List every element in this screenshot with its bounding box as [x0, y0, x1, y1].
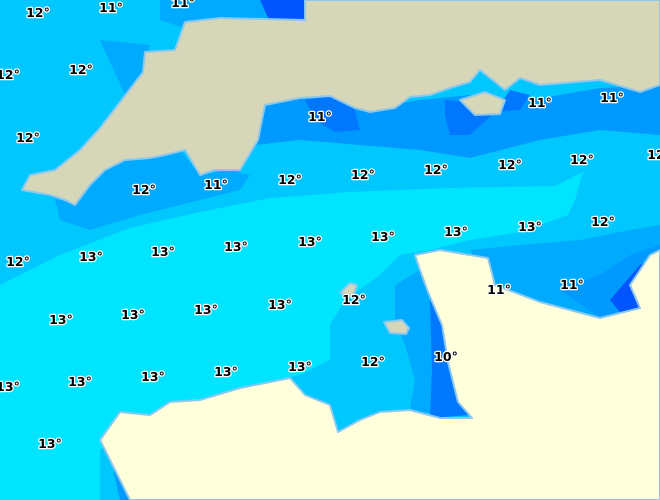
temperature-label: 12° [132, 182, 156, 197]
guernsey-island [339, 282, 358, 298]
temperature-label: 13° [268, 297, 292, 312]
temperature-label: 12° [498, 157, 522, 172]
temperature-label: 11° [600, 90, 624, 105]
temperature-label: 13° [141, 369, 165, 384]
temperature-label: 12° [69, 62, 93, 77]
temperature-label: 12° [424, 162, 448, 177]
temperature-label: 12° [26, 5, 50, 20]
temperature-label: 13° [0, 379, 20, 394]
temperature-label: 12° [591, 214, 615, 229]
isle-of-wight [459, 91, 506, 116]
temperature-label: 13° [38, 436, 62, 451]
temperature-label: 13° [121, 307, 145, 322]
temperature-label: 12° [0, 67, 20, 82]
temperature-label: 13° [298, 234, 322, 249]
land-england [21, 0, 660, 206]
temperature-label: 13° [371, 229, 395, 244]
sea-zone-cold-top [260, 0, 305, 22]
temperature-label: 11° [99, 0, 123, 15]
temperature-label: 12° [351, 167, 375, 182]
temperature-label: 12 [647, 147, 660, 162]
temperature-label: 13° [288, 359, 312, 374]
temperature-label: 11° [308, 109, 332, 124]
jersey-island [383, 319, 410, 335]
temperature-label: 13° [518, 219, 542, 234]
sea-zone-10-lyme [305, 96, 360, 132]
temperature-label: 11° [171, 0, 195, 10]
temperature-label: 13° [79, 249, 103, 264]
temperature-label: 12° [361, 354, 385, 369]
temperature-label: 12° [6, 254, 30, 269]
temperature-label: 13° [151, 244, 175, 259]
temperature-label: 11° [204, 177, 228, 192]
temperature-label: 12° [570, 152, 594, 167]
temperature-label: 13° [49, 312, 73, 327]
temperature-label: 11° [560, 277, 584, 292]
temperature-label: 12° [278, 172, 302, 187]
temperature-label: 13° [224, 239, 248, 254]
temperature-label: 10° [434, 349, 458, 364]
temperature-label: 13° [194, 302, 218, 317]
temperature-label: 12° [342, 292, 366, 307]
temperature-label: 13° [68, 374, 92, 389]
temperature-label: 13° [444, 224, 468, 239]
temperature-label: 13° [214, 364, 238, 379]
temperature-label: 11° [528, 95, 552, 110]
temperature-label: 12° [16, 130, 40, 145]
sea-zone-11-west [45, 40, 250, 230]
land-france [99, 249, 660, 500]
temperature-labels: 12° 11° 11° 12° 12° 12° 11° 11° 11° 12° 11° 12° 12° 1… [0, 0, 660, 452]
temperature-label: 11° [487, 282, 511, 297]
